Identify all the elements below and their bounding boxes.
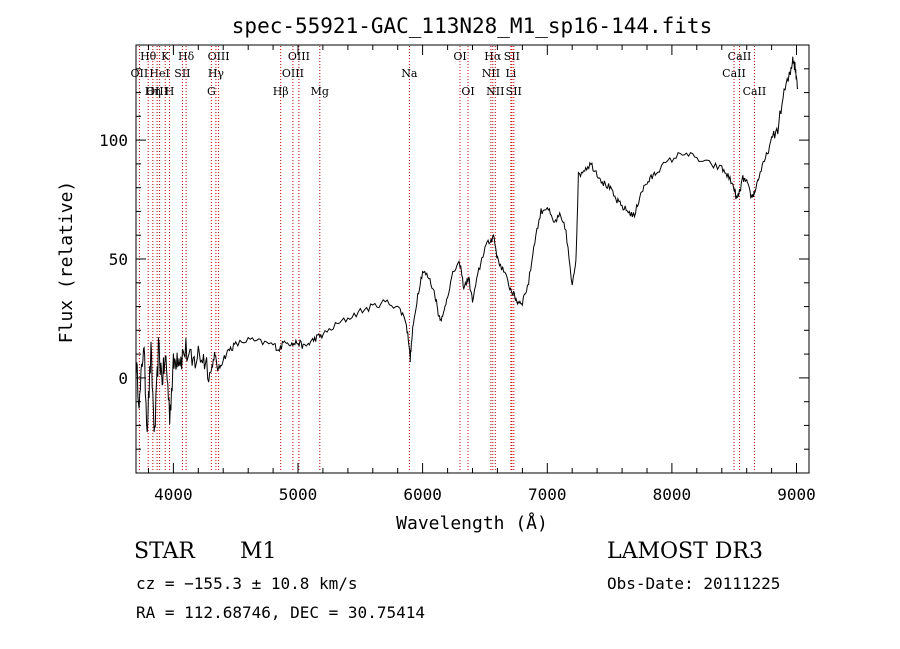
x-tick-label: 8000 [653,485,692,504]
line-marker-label: SII [506,85,522,98]
line-marker-label: NII [482,67,500,80]
object-subclass: M1 [240,539,277,564]
line-marker-label: Na [401,67,418,80]
object-class: STAR [134,539,195,564]
line-marker-label: HeI [149,67,169,80]
y-axis-label: Flux (relative) [56,181,77,344]
y-tick-label: 100 [99,131,128,150]
spectrum-layer [135,56,799,433]
line-marker-label: Hγ [208,67,225,80]
chart-title: spec-55921-GAC_113N28_M1_sp16-144.fits [232,14,712,38]
line-marker-label: CaII [728,50,752,63]
line-marker-label: CaII [722,67,746,80]
y-axis: 0 50 100 [99,44,809,474]
spectrum-series-0 [135,56,799,433]
x-tick-label: 7000 [528,485,567,504]
line-marker-label: OIII [282,67,304,80]
y-tick-label: 0 [118,369,128,388]
line-marker-label: Hβ [273,85,289,98]
line-marker-label: OIII [288,50,310,63]
line-marker-label: Mg [311,85,329,98]
line-marker-label: Hθ [140,50,157,63]
line-marker-label: K [161,50,170,63]
line-marker-label: OIII [208,50,230,63]
y-tick-label: 50 [109,250,128,269]
line-marker-label: SII [504,50,520,63]
line-marker-label: OII [131,67,149,80]
line-marker-label: Hη [145,85,161,98]
coordinates-readout: RA = 112.68746, DEC = 30.75414 [136,603,425,622]
x-axis: 4000 5000 6000 7000 8000 9000 [148,45,816,504]
line-marker-label: H [165,85,175,98]
x-axis-label: Wavelength (Å) [396,512,548,534]
line-marker-label: Hδ [178,50,195,63]
line-marker-label: Li [505,67,516,80]
x-tick-label: 9000 [777,485,816,504]
line-marker-label: NII [486,85,504,98]
velocity-readout: cz = −155.3 ± 10.8 km/s [136,574,358,593]
survey-name: LAMOST DR3 [607,539,763,564]
x-tick-label: 5000 [279,485,318,504]
line-marker-label: OI [461,85,474,98]
line-marker-label: Hα [484,50,502,63]
plot-frame [135,44,810,474]
line-marker-label: OIII [146,85,168,98]
x-tick-label: 4000 [154,485,193,504]
line-marker-label: CaII [743,85,767,98]
line-marker-label: G [207,85,216,98]
x-tick-label: 6000 [403,485,442,504]
line-marker-label: OI [453,50,466,63]
obs-date: Obs-Date: 20111225 [607,574,781,593]
line-marker-label: SII [174,67,190,80]
